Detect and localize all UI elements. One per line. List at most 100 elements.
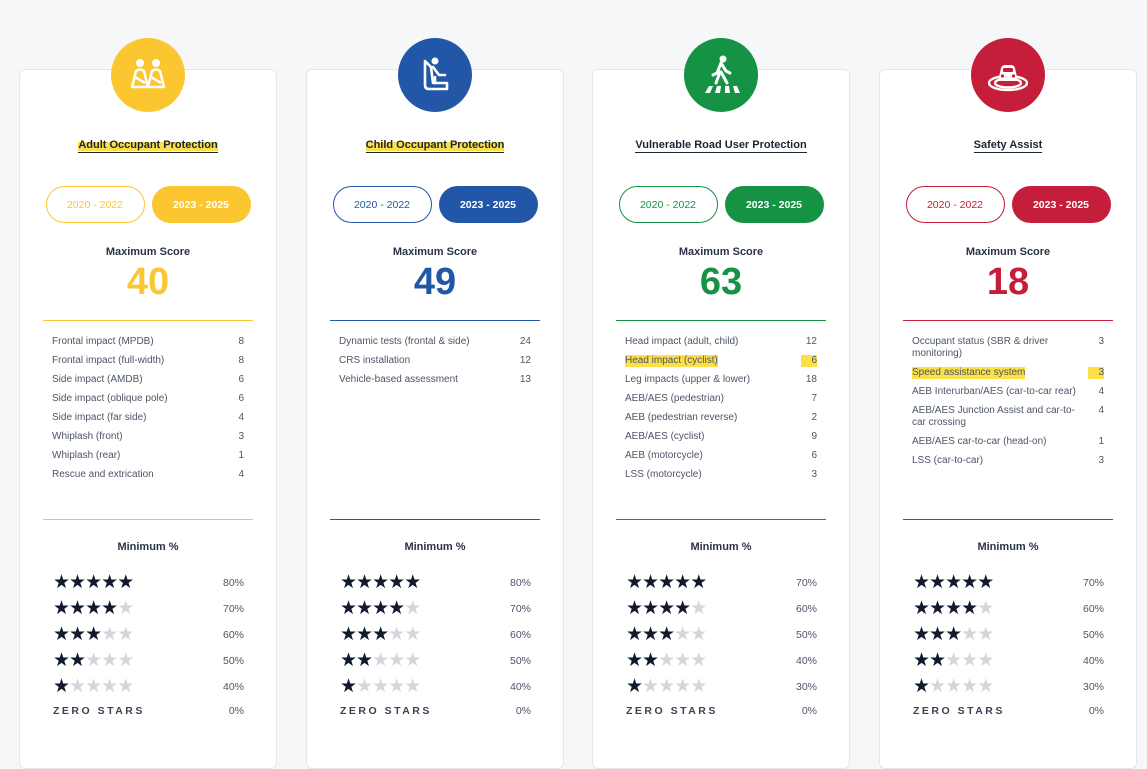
category-title-text: Adult Occupant Protection [78, 139, 218, 153]
score-item-value: 6 [801, 355, 817, 367]
period-2020-2022-button[interactable]: 2020 - 2022 [332, 186, 432, 223]
star-icon: ★ [674, 624, 691, 645]
star-icon: ★ [913, 624, 930, 645]
score-item-value: 8 [238, 355, 244, 366]
star-icon: ★ [85, 676, 102, 697]
star-icon: ★ [674, 676, 691, 697]
divider [903, 320, 1113, 321]
star-icon: ★ [117, 598, 134, 619]
score-item: Occupant status (SBR & driver monitoring… [912, 336, 1104, 360]
score-breakdown-list: Dynamic tests (frontal & side) 24 CRS in… [339, 336, 531, 393]
score-item-value: 3 [1098, 336, 1104, 347]
star-icon: ★ [69, 598, 86, 619]
score-item-label: LSS (car-to-car) [912, 455, 984, 466]
score-item: AEB/AES Junction Assist and car-to-car c… [912, 405, 1104, 429]
score-item: CRS installation 12 [339, 355, 531, 367]
star-icon: ★ [658, 676, 675, 697]
star-rating: ★★★★★ [626, 598, 707, 619]
minimum-percent: 50% [509, 655, 531, 667]
star-rating-row: ★★★★★ 40% [53, 674, 244, 700]
star-icon: ★ [69, 624, 86, 645]
star-rating-row: ★★★★★ 30% [913, 674, 1104, 700]
star-icon: ★ [977, 650, 994, 671]
minimum-percent: 0% [228, 705, 244, 717]
score-item-label: Whiplash (front) [52, 431, 123, 442]
star-rating-row: ★★★★★ 60% [340, 622, 531, 648]
zero-stars-label: ZERO STARS [626, 705, 718, 717]
period-2023-2025-button[interactable]: 2023 - 2025 [1011, 186, 1111, 223]
zero-stars-row: ZERO STARS 0% [53, 700, 244, 722]
star-icon: ★ [626, 624, 643, 645]
minimum-percent: 70% [222, 603, 244, 615]
period-2020-2022-button[interactable]: 2020 - 2022 [45, 186, 145, 223]
star-icon: ★ [388, 650, 405, 671]
category-card: Safety Assist 2020 - 2022 2023 - 2025 Ma… [879, 38, 1137, 769]
star-rating: ★★★★★ [340, 599, 421, 619]
score-item: AEB Interurban/AES (car-to-car rear) 4 [912, 386, 1104, 398]
star-icon: ★ [961, 650, 978, 671]
star-icon: ★ [642, 676, 659, 697]
star-icon: ★ [658, 572, 675, 593]
star-rating-row: ★★★★★ 60% [53, 622, 244, 648]
divider [43, 320, 253, 321]
score-item: Frontal impact (full-width) 8 [52, 355, 244, 367]
period-2023-2025-button[interactable]: 2023 - 2025 [724, 186, 824, 223]
star-icon: ★ [85, 624, 102, 645]
score-item: Whiplash (front) 3 [52, 431, 244, 443]
star-icon: ★ [626, 650, 643, 671]
divider [330, 519, 540, 520]
minimum-percent: 50% [1082, 629, 1104, 641]
star-icon: ★ [674, 650, 691, 671]
period-2023-2025-button[interactable]: 2023 - 2025 [151, 186, 251, 223]
score-item-label: Side impact (oblique pole) [52, 393, 168, 404]
score-item-value: 4 [1098, 405, 1104, 416]
star-icon: ★ [372, 624, 389, 645]
star-icon: ★ [372, 572, 389, 593]
star-thresholds: ★★★★★ 70% ★★★★★ 60% ★★★★★ 50% ★★★★★ 40% … [626, 570, 817, 722]
star-icon: ★ [340, 650, 357, 671]
score-item-label: Dynamic tests (frontal & side) [339, 336, 470, 347]
period-2020-2022-button[interactable]: 2020 - 2022 [905, 186, 1005, 223]
score-item: Vehicle-based assessment 13 [339, 374, 531, 386]
star-icon: ★ [945, 676, 962, 697]
score-item-value: 7 [811, 393, 817, 404]
star-icon: ★ [69, 650, 86, 671]
star-icon: ★ [690, 676, 707, 697]
period-toggle: 2020 - 2022 2023 - 2025 [880, 186, 1136, 223]
score-item-label: CRS installation [339, 355, 411, 366]
pedestrian-crossing-icon [684, 38, 758, 112]
score-item: Head impact (adult, child) 12 [625, 336, 817, 348]
star-icon: ★ [961, 572, 978, 593]
minimum-percent: 60% [222, 629, 244, 641]
period-2023-2025-button[interactable]: 2023 - 2025 [438, 186, 538, 223]
star-icon: ★ [101, 650, 118, 671]
category-title-text: Child Occupant Protection [365, 139, 505, 153]
star-icon: ★ [69, 676, 86, 697]
star-rating: ★★★★★ [53, 624, 134, 645]
score-item: Speed assistance system 3 [912, 367, 1104, 379]
star-icon: ★ [929, 650, 946, 671]
star-icon: ★ [913, 598, 930, 619]
star-icon: ★ [945, 650, 962, 671]
star-icon: ★ [642, 598, 659, 619]
star-rating-row: ★★★★★ 40% [913, 648, 1104, 674]
star-icon: ★ [642, 650, 659, 671]
star-icon: ★ [85, 572, 102, 593]
star-thresholds: ★★★★★ 70% ★★★★★ 60% ★★★★★ 50% ★★★★★ 40% … [913, 570, 1104, 722]
minimum-percent: 80% [222, 577, 244, 589]
star-icon: ★ [945, 572, 962, 593]
star-icon: ★ [929, 598, 946, 619]
score-item-label: Speed assistance system [912, 367, 1026, 379]
star-icon: ★ [913, 650, 930, 671]
period-2020-2022-button[interactable]: 2020 - 2022 [618, 186, 718, 223]
score-item-value: 9 [811, 431, 817, 442]
star-icon: ★ [626, 572, 643, 593]
period-toggle: 2020 - 2022 2023 - 2025 [593, 186, 849, 223]
star-icon: ★ [945, 598, 962, 619]
maximum-score-value: 63 [699, 261, 743, 303]
maximum-score-value: 40 [126, 261, 170, 303]
star-icon: ★ [642, 624, 659, 645]
maximum-score-label: Maximum Score [678, 246, 764, 258]
star-icon: ★ [929, 676, 946, 697]
star-icon: ★ [404, 650, 421, 671]
